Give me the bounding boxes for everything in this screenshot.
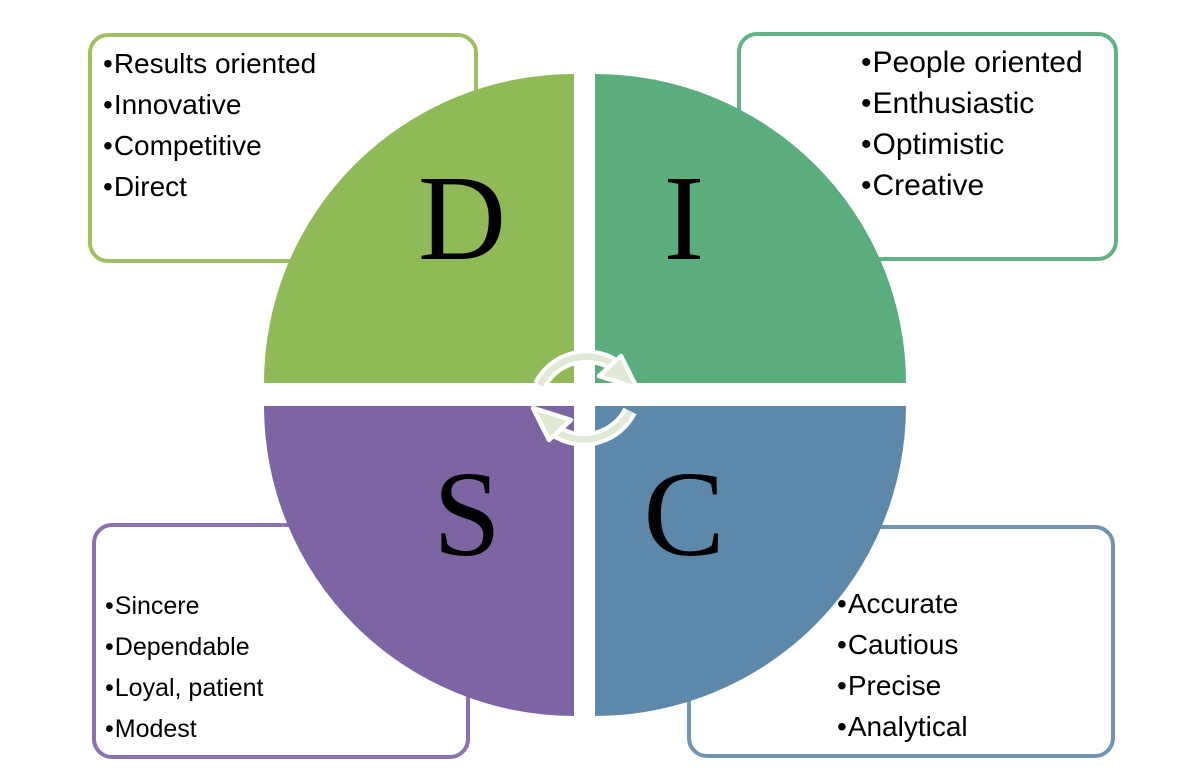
trait-label: Competitive (113, 130, 262, 161)
bottom-arc-core (555, 409, 633, 443)
bullet-icon: • (103, 171, 113, 202)
trait-label: Modest (114, 715, 197, 743)
quadrant-letter-i: I (663, 151, 705, 286)
trait-item: •Competitive (103, 125, 468, 166)
bullet-icon: • (105, 674, 114, 702)
trait-item: •Direct (103, 166, 468, 207)
trait-list-c: •Accurate •Cautious •Precise •Analytical (837, 583, 1105, 747)
trait-item: •Sincere (105, 586, 460, 627)
trait-item: •Cautious (837, 624, 1105, 665)
trait-label: Creative (872, 169, 985, 202)
top-arrowhead-icon (596, 353, 640, 391)
top-arc-core (537, 353, 615, 387)
quadrant-letter-s: S (433, 447, 501, 582)
bullet-icon: • (861, 46, 872, 79)
bullet-icon: • (105, 715, 114, 743)
cycle-arrows-icon (530, 349, 640, 447)
trait-list-s: •Sincere •Dependable •Loyal, patient •Mo… (105, 586, 460, 750)
bullet-icon: • (861, 169, 872, 202)
bullet-icon: • (837, 670, 847, 701)
trait-label: Results oriented (113, 48, 317, 79)
trait-item: •Innovative (103, 84, 468, 125)
trait-item: •Dependable (105, 627, 460, 668)
bullet-icon: • (103, 89, 113, 120)
trait-label: Sincere (114, 592, 200, 620)
bottom-arrowhead-icon (530, 405, 574, 443)
trait-label: Precise (847, 670, 942, 701)
bullet-icon: • (837, 588, 847, 619)
bullet-icon: • (103, 48, 113, 79)
bullet-icon: • (105, 592, 114, 620)
trait-item: •Loyal, patient (105, 668, 460, 709)
bullet-icon: • (837, 629, 847, 660)
trait-list-i: •People oriented •Enthusiastic •Optimist… (861, 42, 1108, 206)
trait-item: •Modest (105, 709, 460, 750)
trait-item: •People oriented (861, 42, 1108, 83)
trait-label: Enthusiastic (872, 87, 1035, 120)
trait-label: People oriented (872, 46, 1083, 79)
trait-item: •Accurate (837, 583, 1105, 624)
quadrant-letter-d: D (417, 151, 507, 286)
bullet-icon: • (861, 128, 872, 161)
trait-label: Optimistic (872, 128, 1005, 161)
bullet-icon: • (105, 633, 114, 661)
trait-list-d: •Results oriented •Innovative •Competiti… (103, 43, 468, 207)
trait-label: Dependable (114, 633, 250, 661)
bullet-icon: • (837, 711, 847, 742)
quadrant-letter-c: C (643, 447, 725, 582)
trait-label: Analytical (847, 711, 968, 742)
bullet-icon: • (861, 87, 872, 120)
bullet-icon: • (103, 130, 113, 161)
trait-label: Accurate (847, 588, 959, 619)
trait-item: •Analytical (837, 706, 1105, 747)
trait-label: Innovative (113, 89, 242, 120)
trait-item: •Creative (861, 165, 1108, 206)
trait-item: •Precise (837, 665, 1105, 706)
trait-label: Direct (113, 171, 187, 202)
trait-label: Cautious (847, 629, 959, 660)
trait-item: •Enthusiastic (861, 83, 1108, 124)
trait-item: •Results oriented (103, 43, 468, 84)
trait-label: Loyal, patient (114, 674, 264, 702)
trait-item: •Optimistic (861, 124, 1108, 165)
